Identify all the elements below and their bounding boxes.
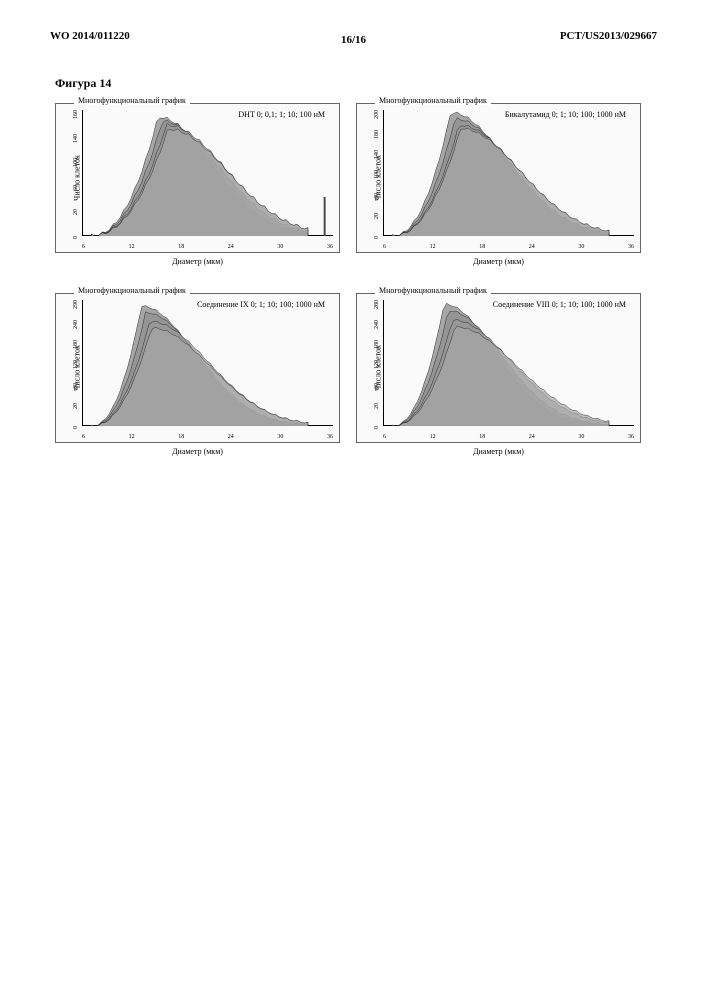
x-tick: 30 (578, 434, 584, 440)
histogram-curve (392, 128, 609, 236)
chart-title: Многофункциональный график (74, 286, 190, 295)
x-ticks: 6 12 18 24 30 36 (383, 244, 634, 250)
x-ticks: 6 12 18 24 30 36 (82, 244, 333, 250)
y-tick: 180 (374, 337, 380, 349)
x-tick: 24 (529, 244, 535, 250)
y-tick: 60 (73, 377, 79, 389)
y-tick: 60 (374, 377, 380, 389)
x-tick: 36 (628, 244, 634, 250)
y-ticks: 0 20 60 100 140 160 (70, 110, 82, 236)
y-ticks: 0 20 60 120 180 240 280 (371, 300, 383, 426)
histogram-svg (384, 110, 634, 236)
y-tick: 20 (374, 207, 380, 219)
end-spike (324, 197, 326, 237)
y-tick: 0 (374, 227, 380, 239)
x-tick: 30 (277, 434, 283, 440)
x-tick: 6 (383, 434, 386, 440)
x-tick: 12 (430, 244, 436, 250)
histogram-svg (83, 300, 333, 426)
y-tick: 20 (73, 397, 79, 409)
chart-compound-ix: Многофункциональный графикЧисло клетокДи… (55, 293, 340, 443)
x-axis-label: Диаметр (мкм) (473, 447, 524, 456)
y-tick: 0 (374, 417, 380, 429)
chart-title: Многофункциональный график (375, 286, 491, 295)
x-tick: 30 (277, 244, 283, 250)
x-tick: 24 (228, 244, 234, 250)
x-tick: 30 (578, 244, 584, 250)
y-tick: 100 (73, 155, 79, 167)
plot-area (383, 300, 634, 426)
x-tick: 6 (82, 434, 85, 440)
y-tick: 20 (374, 397, 380, 409)
histogram-svg (384, 300, 634, 426)
x-tick: 36 (327, 244, 333, 250)
chart-row-top: Многофункциональный графикЧисло клетокДи… (0, 103, 707, 253)
y-tick: 280 (374, 297, 380, 309)
x-tick: 12 (129, 434, 135, 440)
chart-compound-viii: Многофункциональный графикЧисло клетокДи… (356, 293, 641, 443)
chart-bicalutamide: Многофункциональный графикЧисло клетокДи… (356, 103, 641, 253)
histogram-curve (91, 327, 308, 426)
x-axis-label: Диаметр (мкм) (473, 257, 524, 266)
y-tick: 100 (374, 167, 380, 179)
y-tick: 240 (73, 317, 79, 329)
y-tick: 0 (73, 227, 79, 239)
x-tick: 24 (228, 434, 234, 440)
histogram-curve (91, 129, 308, 237)
y-ticks: 0 20 60 120 180 240 290 (70, 300, 82, 426)
plot-area (82, 110, 333, 236)
histogram-svg (83, 110, 333, 236)
y-tick: 120 (374, 357, 380, 369)
x-tick: 12 (129, 244, 135, 250)
x-tick: 18 (178, 434, 184, 440)
y-tick: 180 (374, 127, 380, 139)
y-tick: 240 (374, 317, 380, 329)
y-ticks: 0 20 60 100 140 180 200 (371, 110, 383, 236)
x-axis-label: Диаметр (мкм) (172, 257, 223, 266)
y-tick: 0 (73, 417, 79, 429)
chart-title: Многофункциональный график (375, 96, 491, 105)
histogram-curve (392, 326, 609, 427)
y-tick: 60 (73, 179, 79, 191)
x-tick: 24 (529, 434, 535, 440)
y-tick: 60 (374, 187, 380, 199)
x-tick: 36 (628, 434, 634, 440)
chart-row-bottom: Многофункциональный графикЧисло клетокДи… (0, 293, 707, 443)
x-ticks: 6 12 18 24 30 36 (383, 434, 634, 440)
pct-number: PCT/US2013/029667 (560, 30, 657, 42)
x-tick: 18 (178, 244, 184, 250)
x-tick: 6 (82, 244, 85, 250)
y-tick: 120 (73, 357, 79, 369)
chart-title: Многофункциональный график (74, 96, 190, 105)
plot-area (82, 300, 333, 426)
x-tick: 36 (327, 434, 333, 440)
y-tick: 140 (374, 147, 380, 159)
y-tick: 140 (73, 131, 79, 143)
x-tick: 18 (479, 434, 485, 440)
wo-number: WO 2014/011220 (50, 30, 130, 42)
y-tick: 290 (73, 297, 79, 309)
x-tick: 6 (383, 244, 386, 250)
y-tick: 20 (73, 203, 79, 215)
y-tick: 200 (374, 107, 380, 119)
figure-title: Фигура 14 (55, 76, 707, 91)
x-tick: 18 (479, 244, 485, 250)
x-tick: 12 (430, 434, 436, 440)
x-axis-label: Диаметр (мкм) (172, 447, 223, 456)
y-tick: 180 (73, 337, 79, 349)
x-ticks: 6 12 18 24 30 36 (82, 434, 333, 440)
y-tick: 160 (73, 107, 79, 119)
plot-area (383, 110, 634, 236)
chart-dht: Многофункциональный графикЧисло клетокДи… (55, 103, 340, 253)
